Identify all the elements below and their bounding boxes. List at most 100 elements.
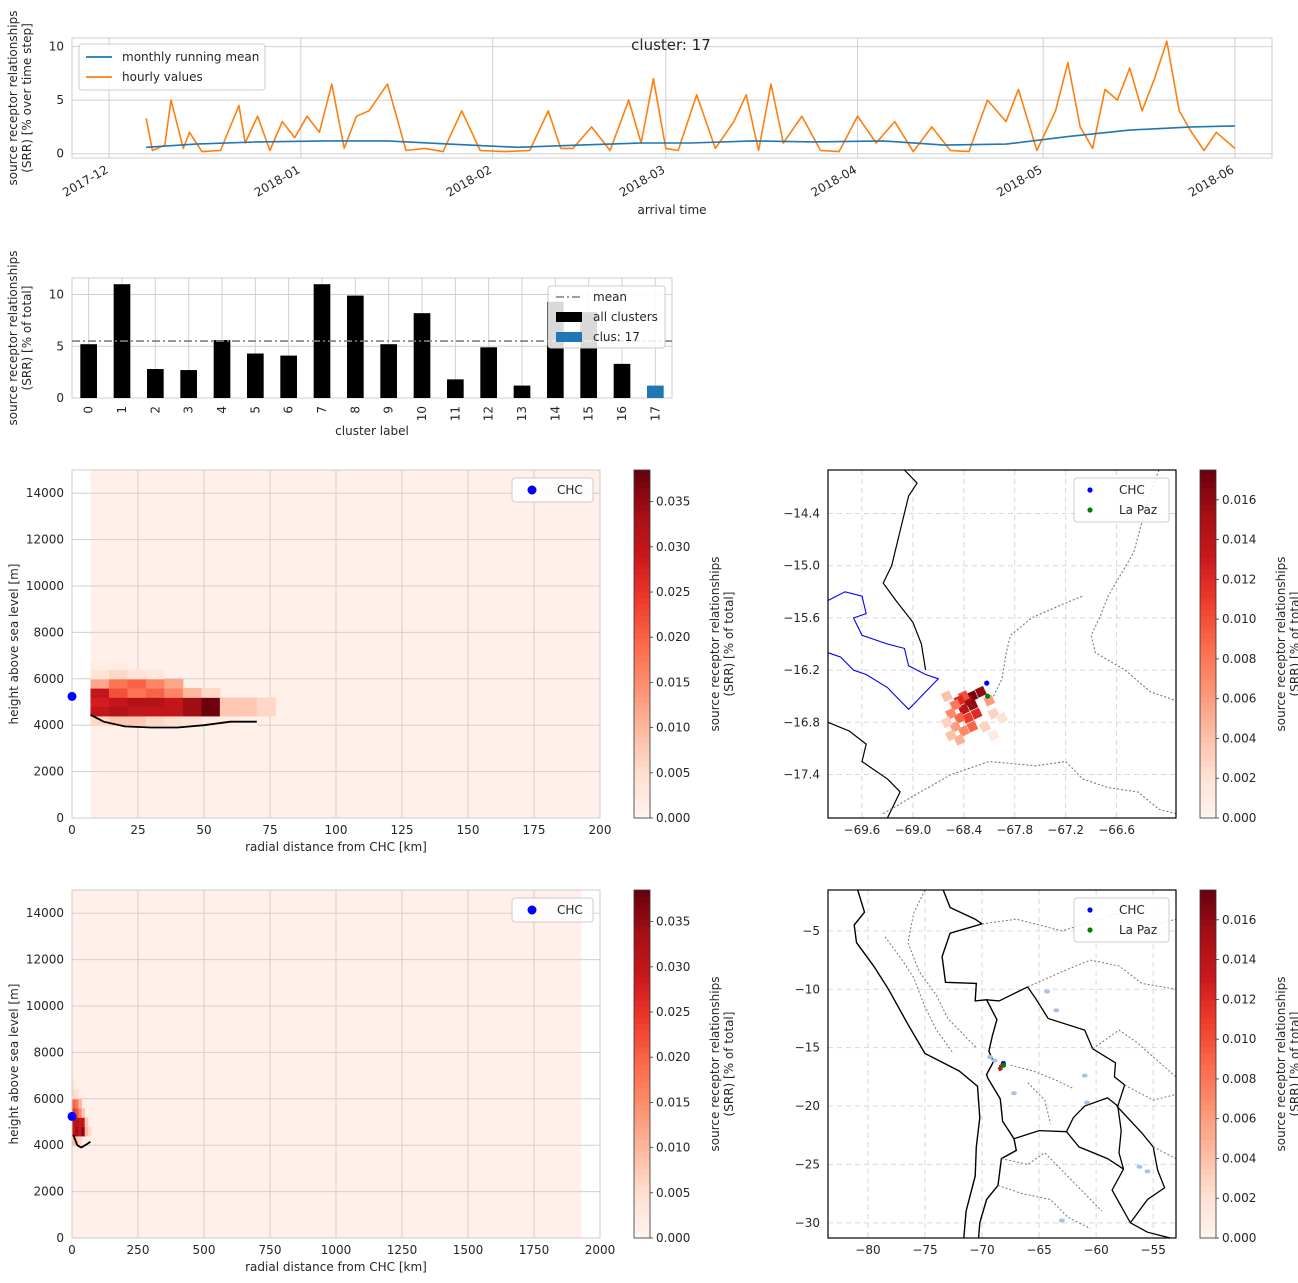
colorbar-segment xyxy=(634,1168,650,1175)
y-tick-label: 12000 xyxy=(26,953,64,967)
ground-elevation-line xyxy=(90,714,257,729)
y-tick-label: 14000 xyxy=(26,486,64,500)
colorbar-segment xyxy=(634,748,650,755)
colorbar-segment xyxy=(1200,1185,1216,1193)
colorbar-segment xyxy=(1200,777,1216,784)
srr-footprint-cell xyxy=(949,698,962,711)
colorbar-segment xyxy=(634,1006,650,1013)
colorbar-segment xyxy=(1200,1220,1216,1227)
x-tick-label: −75 xyxy=(912,1243,937,1257)
legend-label: CHC xyxy=(1119,903,1145,917)
colorbar-tick-label: 0.025 xyxy=(656,1005,690,1019)
srr-cell xyxy=(145,688,165,698)
country-border xyxy=(1065,1097,1119,1132)
colorbar-segment xyxy=(1200,1081,1216,1088)
province-border xyxy=(884,936,954,1054)
colorbar-tick-label: 0.005 xyxy=(656,766,690,780)
colorbar-segment xyxy=(1200,510,1216,517)
y-tick-label: −16.2 xyxy=(783,663,820,677)
site-marker xyxy=(1000,1062,1007,1068)
x-tick-label: −70 xyxy=(969,1243,994,1257)
map-border xyxy=(827,469,1177,819)
x-axis-label: arrival time xyxy=(637,203,706,217)
colorbar-segment xyxy=(1200,707,1216,715)
colorbar-segment xyxy=(634,913,650,920)
legend-swatch xyxy=(527,905,537,915)
srr-cell xyxy=(81,1126,86,1137)
srr-cell xyxy=(108,706,128,717)
srr-footprint-cell xyxy=(987,729,1000,742)
srr-cell xyxy=(87,1126,92,1137)
colorbar-segment xyxy=(634,684,650,691)
colorbar-segment xyxy=(1200,678,1216,686)
colorbar-segment xyxy=(1200,470,1216,477)
colorbar-segment xyxy=(634,713,650,720)
x-tick-label: 4 xyxy=(215,406,229,414)
srr-cell xyxy=(90,660,110,671)
colorbar-segment xyxy=(634,982,650,990)
colorbar-segment xyxy=(1200,942,1216,949)
x-tick-label: 1 xyxy=(115,406,129,414)
colorbar-tick-label: 0.015 xyxy=(656,675,690,689)
colorbar-segment xyxy=(1200,994,1216,1001)
colorbar-segment xyxy=(634,1220,650,1227)
colorbar-segment xyxy=(1200,731,1216,738)
x-tick-label: 500 xyxy=(193,1243,216,1257)
srr-cell xyxy=(78,1108,83,1118)
legend-label: clus: 17 xyxy=(593,330,640,344)
colorbar-segment xyxy=(1200,1232,1216,1239)
colorbar-tick-label: 0.010 xyxy=(1222,1032,1256,1046)
colorbar-segment xyxy=(634,649,650,657)
colorbar-segment xyxy=(1200,1174,1216,1181)
colorbar-segment xyxy=(1200,574,1216,581)
y-tick-label: 10 xyxy=(49,288,64,302)
bar xyxy=(380,344,397,398)
colorbar-segment xyxy=(634,1000,650,1007)
colorbar-tick-label: 0.008 xyxy=(1222,652,1256,666)
colorbar-segment xyxy=(1200,748,1216,755)
srr-cell xyxy=(238,706,258,717)
colorbar-tick-label: 0.005 xyxy=(656,1186,690,1200)
colorbar-segment xyxy=(634,901,650,908)
colorbar-tick-label: 0.004 xyxy=(1222,731,1256,745)
colorbar-segment xyxy=(1200,591,1216,599)
colorbar-segment xyxy=(1200,930,1216,937)
colorbar-segment xyxy=(634,661,650,668)
bar xyxy=(613,363,631,398)
colorbar-segment xyxy=(634,1180,650,1187)
colorbar-segment xyxy=(1200,516,1216,523)
height-profile-far: 0 2000 4000 6000 8000 10000 12000 14000 0 250 500 7… xyxy=(7,889,736,1274)
series-line xyxy=(145,40,1236,153)
legend-box xyxy=(1073,897,1170,943)
colorbar-segment xyxy=(634,777,650,784)
x-tick-label: 2 xyxy=(148,406,162,414)
x-tick-label: −67.8 xyxy=(996,823,1033,837)
colorbar-segment xyxy=(634,789,650,796)
y-tick-label: 0 xyxy=(56,1231,64,1245)
srr-cell xyxy=(127,669,147,680)
y-tick-label: 2000 xyxy=(33,1185,64,1199)
colorbar-segment xyxy=(634,1191,650,1198)
x-tick-label: 1250 xyxy=(387,1243,418,1257)
colorbar-segment xyxy=(1200,948,1216,955)
srr-cell xyxy=(164,678,184,689)
colorbar-segment xyxy=(1200,1098,1216,1106)
x-tick-label: 750 xyxy=(259,1243,282,1257)
figure-suptitle: cluster: 17 xyxy=(631,36,711,54)
colorbar-tick-label: 0.006 xyxy=(1222,692,1256,706)
colorbar-segment xyxy=(634,1151,650,1158)
colorbar-segment xyxy=(1200,690,1216,697)
srr-cell xyxy=(78,1098,83,1109)
colorbar-segment xyxy=(1200,615,1216,622)
srr-cell xyxy=(127,706,147,717)
lake-shape xyxy=(1144,1169,1151,1174)
colorbar-border xyxy=(633,889,651,1239)
y-axis-label: height above sea level [m] xyxy=(7,564,21,725)
srr-cell xyxy=(75,1126,79,1137)
colorbar-segment xyxy=(1200,620,1216,628)
x-tick-label: 10 xyxy=(415,406,429,421)
colorbar-label: (SRR) [% of total] xyxy=(722,1012,736,1117)
colorbar-segment xyxy=(1200,655,1216,662)
y-tick-label: −20 xyxy=(795,1099,820,1113)
